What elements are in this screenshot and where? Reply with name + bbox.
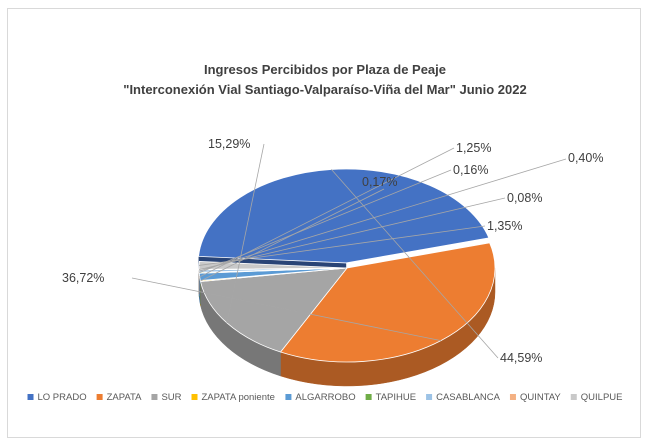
data-label-quilpue: 1,35% (487, 219, 522, 233)
data-label-algarrobo: 1,25% (456, 141, 491, 155)
data-label-zapata: 36,72% (62, 271, 104, 285)
leader-line-quilpue (199, 225, 486, 266)
legend-label-casablanca: CASABLANCA (436, 392, 501, 403)
legend-swatch-tapihue (365, 394, 372, 400)
legend-label-zapata-poniente: ZAPATA poniente (202, 392, 275, 403)
legend-label-quilpue: QUILPUE (581, 392, 623, 403)
legend-label-tapihue: TAPIHUE (376, 392, 416, 403)
legend-swatch-casablanca (426, 394, 433, 400)
leader-line-sur (226, 143, 265, 324)
legend-swatch-zapata-poniente (191, 394, 198, 400)
legend-swatch-quintay (509, 394, 516, 400)
legend-swatch-sur (151, 394, 158, 400)
data-label-casablanca: 0,40% (568, 151, 603, 165)
legend-label-quintay: QUINTAY (520, 392, 561, 403)
legend-label-lo-prado: LO PRADO (38, 392, 87, 403)
leader-line-quintay (198, 197, 506, 271)
leader-line-casablanca (198, 158, 567, 272)
chart-subtitle: "Interconexión Vial Santiago-Valparaíso-… (123, 82, 527, 97)
data-label-quintay: 0,08% (507, 191, 542, 205)
legend-swatch-algarrobo (285, 394, 292, 400)
legend-swatch-zapata (96, 394, 103, 400)
legend-swatch-quilpue (570, 394, 577, 400)
chart-title: Ingresos Percibidos por Plaza de Peaje (203, 62, 447, 77)
leader-line-zapata (131, 277, 442, 342)
data-label-tapihue: 0,16% (453, 163, 488, 177)
data-label-zapata-poniente: 0,17% (362, 175, 397, 189)
data-label-sur: 15,29% (208, 137, 250, 151)
legend-label-algarrobo: ALGARROBO (295, 392, 355, 403)
legend-label-zapata: ZAPATA (107, 392, 143, 403)
legend-label-sur: SUR (161, 392, 181, 403)
leader-line-lo-prado (331, 169, 499, 359)
leader-line-tapihue (199, 169, 452, 274)
data-label-lo-prado: 44,59% (500, 351, 542, 365)
pie-slice-zapata (279, 242, 496, 363)
chart-frame (7, 8, 641, 438)
legend-swatch-lo-prado (27, 394, 34, 400)
